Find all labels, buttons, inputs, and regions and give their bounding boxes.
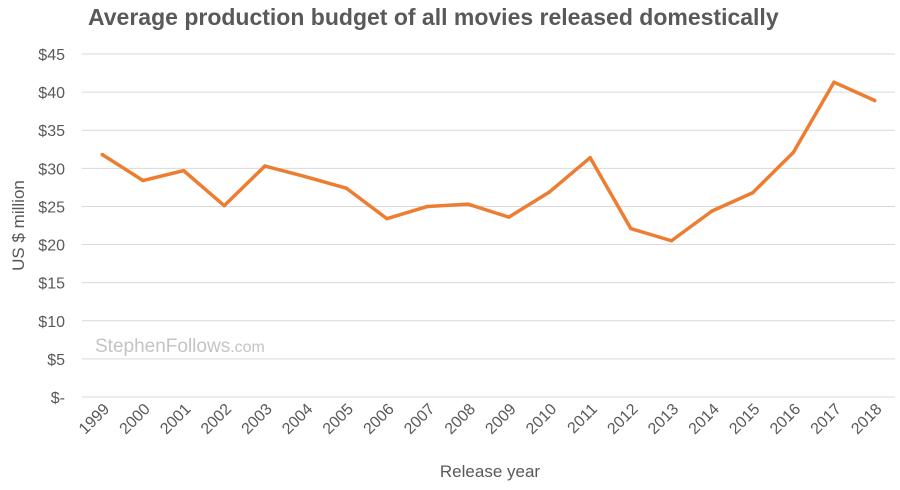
- data-point: [507, 215, 511, 219]
- x-tick-label: 2016: [767, 401, 804, 438]
- data-point: [710, 209, 714, 213]
- y-tick-label: $5: [47, 352, 65, 369]
- gridlines: [82, 53, 895, 398]
- watermark-suffix: .com: [230, 339, 265, 356]
- data-point: [385, 216, 389, 221]
- y-tick-label: $35: [38, 123, 65, 140]
- chart-title: Average production budget of all movies …: [88, 4, 779, 30]
- series-group: [100, 80, 877, 243]
- x-tick-label: 2008: [442, 401, 479, 438]
- y-axis-tick-labels: $45 $40 $35 $30 $25 $20 $15 $10 $5 $-: [38, 47, 65, 407]
- data-point: [832, 80, 836, 84]
- y-tick-label: $10: [38, 314, 65, 331]
- x-tick-label: 2005: [320, 401, 357, 438]
- data-point: [629, 226, 633, 231]
- x-tick-label: 2015: [726, 401, 763, 438]
- data-point: [466, 202, 470, 206]
- x-tick-label: 2000: [117, 401, 154, 438]
- data-point: [791, 150, 796, 155]
- x-tick-label: 2014: [686, 401, 723, 438]
- x-tick-label: 2010: [523, 401, 560, 438]
- x-tick-label: 2002: [198, 401, 235, 438]
- data-point: [425, 204, 430, 209]
- y-tick-label: $30: [38, 161, 65, 178]
- x-tick-label: 2004: [279, 401, 316, 438]
- x-tick-label: 2001: [157, 401, 194, 438]
- x-tick-label: 2003: [239, 401, 276, 438]
- data-point: [750, 190, 755, 195]
- x-tick-label: 2017: [808, 401, 845, 438]
- x-tick-label: 2013: [645, 401, 682, 438]
- data-point: [263, 164, 267, 168]
- data-point: [303, 174, 308, 179]
- x-tick-label: 2007: [401, 401, 438, 438]
- y-tick-label: $20: [38, 238, 65, 255]
- y-tick-label: $25: [38, 199, 65, 216]
- data-point: [222, 203, 227, 208]
- data-point: [588, 155, 592, 160]
- y-tick-label: $15: [38, 276, 65, 293]
- data-point: [141, 178, 145, 183]
- data-point: [344, 186, 348, 190]
- watermark-logo: StephenFollows.com: [95, 336, 265, 357]
- x-tick-label: 2009: [482, 401, 519, 438]
- data-point: [872, 98, 877, 103]
- x-tick-label: 2012: [604, 401, 641, 438]
- x-tick-label: 1999: [76, 401, 113, 438]
- x-axis-label: Release year: [440, 462, 541, 481]
- data-point: [547, 190, 552, 194]
- data-point: [669, 238, 674, 243]
- watermark-main: StephenFollows: [95, 336, 230, 357]
- x-axis-tick-labels: 1999 2000 2001 2002 2003 2004 2005 2006 2007 2008…: [76, 401, 886, 438]
- y-tick-label: $-: [51, 390, 65, 407]
- y-tick-label: $40: [38, 85, 65, 102]
- x-tick-label: 2018: [848, 401, 885, 438]
- data-point: [181, 168, 186, 173]
- y-tick-label: $45: [38, 47, 65, 64]
- y-axis-label: US $ million: [9, 180, 28, 271]
- x-tick-label: 2006: [361, 401, 398, 438]
- x-tick-label: 2011: [565, 401, 601, 437]
- series-line: [100, 80, 877, 243]
- data-point: [100, 152, 105, 157]
